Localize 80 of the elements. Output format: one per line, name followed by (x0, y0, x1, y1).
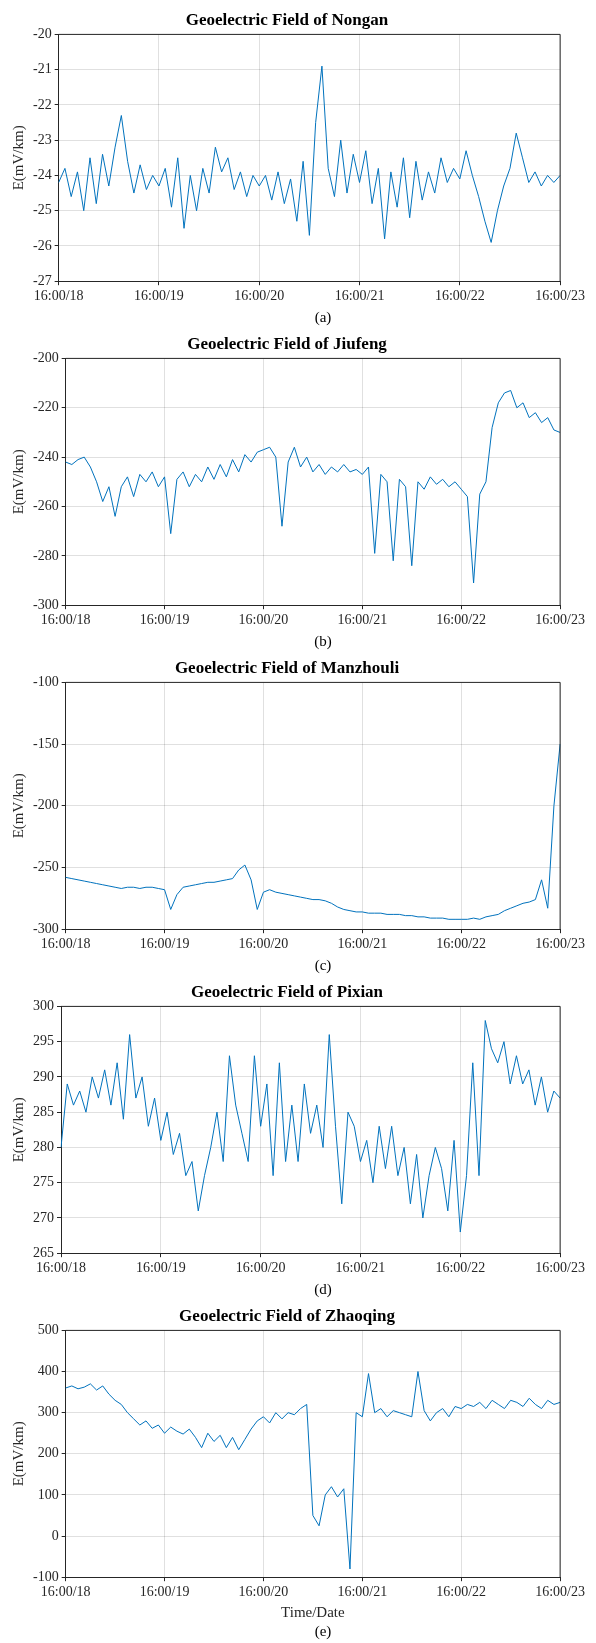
y-tick-label: 290 (33, 1068, 54, 1084)
x-tick-label: 16:00/23 (535, 936, 585, 952)
x-tick-label: 16:00/21 (337, 1584, 388, 1600)
y-tick-label: -150 (32, 735, 59, 751)
text: (c) (313, 956, 333, 974)
y-tick-label: 500 (37, 1322, 59, 1338)
text: (d) (313, 1280, 333, 1298)
y-axis-title: E(mV/km) (9, 1097, 27, 1163)
text: (a) (313, 308, 333, 326)
y-tick-label: 270 (33, 1209, 54, 1225)
y-tick-label: -20 (32, 26, 52, 42)
y-tick-label: -260 (32, 498, 59, 514)
y-tick-label: 200 (37, 1445, 59, 1461)
y-tick-label: 400 (37, 1363, 59, 1379)
x-tick-label: 16:00/23 (535, 1260, 585, 1276)
x-tick-label: 16:00/21 (335, 1260, 386, 1276)
y-tick-label: -23 (32, 131, 52, 147)
x-tick-label: 16:00/18 (36, 1260, 86, 1276)
x-tick-label: 16:00/20 (238, 1584, 289, 1600)
y-tick-label: -21 (32, 61, 52, 77)
x-tick-label: 16:00/20 (234, 288, 285, 304)
y-tick-label: 265 (33, 1244, 54, 1260)
x-tick-label: 16:00/23 (535, 288, 585, 304)
y-tick-label: -26 (32, 237, 52, 253)
x-tick-label: 16:00/20 (238, 612, 289, 628)
y-tick-label: -240 (32, 448, 59, 464)
chart-title: Geoelectric Field of Nongan (185, 9, 389, 29)
text: (e) (313, 1622, 333, 1640)
y-tick-label: 300 (37, 1404, 59, 1420)
x-tick-label: 16:00/19 (139, 1584, 190, 1600)
y-tick-label: -22 (32, 96, 52, 112)
x-tick-label: 16:00/23 (535, 612, 585, 628)
y-tick-label: -100 (32, 674, 59, 690)
chart-title: Geoelectric Field of Jiufeng (187, 333, 388, 353)
y-tick-label: -300 (32, 596, 59, 612)
y-tick-label: -25 (32, 202, 52, 218)
y-tick-label: -24 (32, 167, 52, 183)
x-tick-label: 16:00/19 (139, 936, 190, 952)
y-tick-label: -27 (32, 272, 52, 288)
x-axis-title: Time/Date (281, 1603, 346, 1620)
x-tick-label: 16:00/18 (40, 612, 91, 628)
y-tick-label: -300 (32, 920, 59, 936)
x-tick-label: 16:00/21 (337, 936, 388, 952)
x-tick-label: 16:00/22 (436, 936, 487, 952)
y-tick-label: -200 (32, 797, 59, 813)
y-axis-title: E(mV/km) (9, 125, 27, 191)
x-tick-label: 16:00/19 (135, 1260, 186, 1276)
x-tick-label: 16:00/23 (535, 1584, 585, 1600)
x-tick-label: 16:00/19 (134, 288, 184, 304)
x-tick-label: 16:00/21 (334, 288, 385, 304)
y-axis-title: E(mV/km) (9, 449, 27, 515)
x-tick-label: 16:00/22 (436, 612, 487, 628)
y-tick-label: 275 (33, 1174, 54, 1190)
x-tick-label: 16:00/22 (434, 288, 485, 304)
chart-title: Geoelectric Field of Zhaoqing (179, 1305, 396, 1325)
y-tick-label: -280 (32, 547, 59, 563)
y-tick-label: 0 (51, 1527, 59, 1543)
y-axis-title: E(mV/km) (9, 773, 27, 839)
y-tick-label: -100 (32, 1568, 59, 1584)
y-tick-label: -250 (32, 859, 59, 875)
y-tick-label: 285 (33, 1103, 54, 1119)
y-tick-label: 280 (33, 1139, 54, 1155)
x-tick-label: 16:00/18 (40, 936, 91, 952)
chart-title: Geoelectric Field of Manzhouli (174, 657, 400, 677)
y-tick-label: -200 (32, 350, 59, 366)
x-tick-label: 16:00/20 (235, 1260, 286, 1276)
x-tick-label: 16:00/19 (139, 612, 190, 628)
x-tick-label: 16:00/22 (435, 1260, 486, 1276)
x-tick-label: 16:00/21 (337, 612, 388, 628)
x-tick-label: 16:00/18 (40, 1584, 91, 1600)
x-tick-label: 16:00/22 (436, 1584, 487, 1600)
y-tick-label: -220 (32, 399, 59, 415)
text: (b) (313, 632, 333, 650)
chart-title: Geoelectric Field of Pixian (190, 981, 384, 1001)
y-tick-label: 300 (33, 998, 54, 1014)
x-tick-label: 16:00/18 (33, 288, 84, 304)
x-tick-label: 16:00/20 (238, 936, 289, 952)
y-tick-label: 100 (37, 1486, 59, 1502)
y-tick-label: 295 (33, 1033, 54, 1049)
y-axis-title: E(mV/km) (9, 1421, 27, 1487)
